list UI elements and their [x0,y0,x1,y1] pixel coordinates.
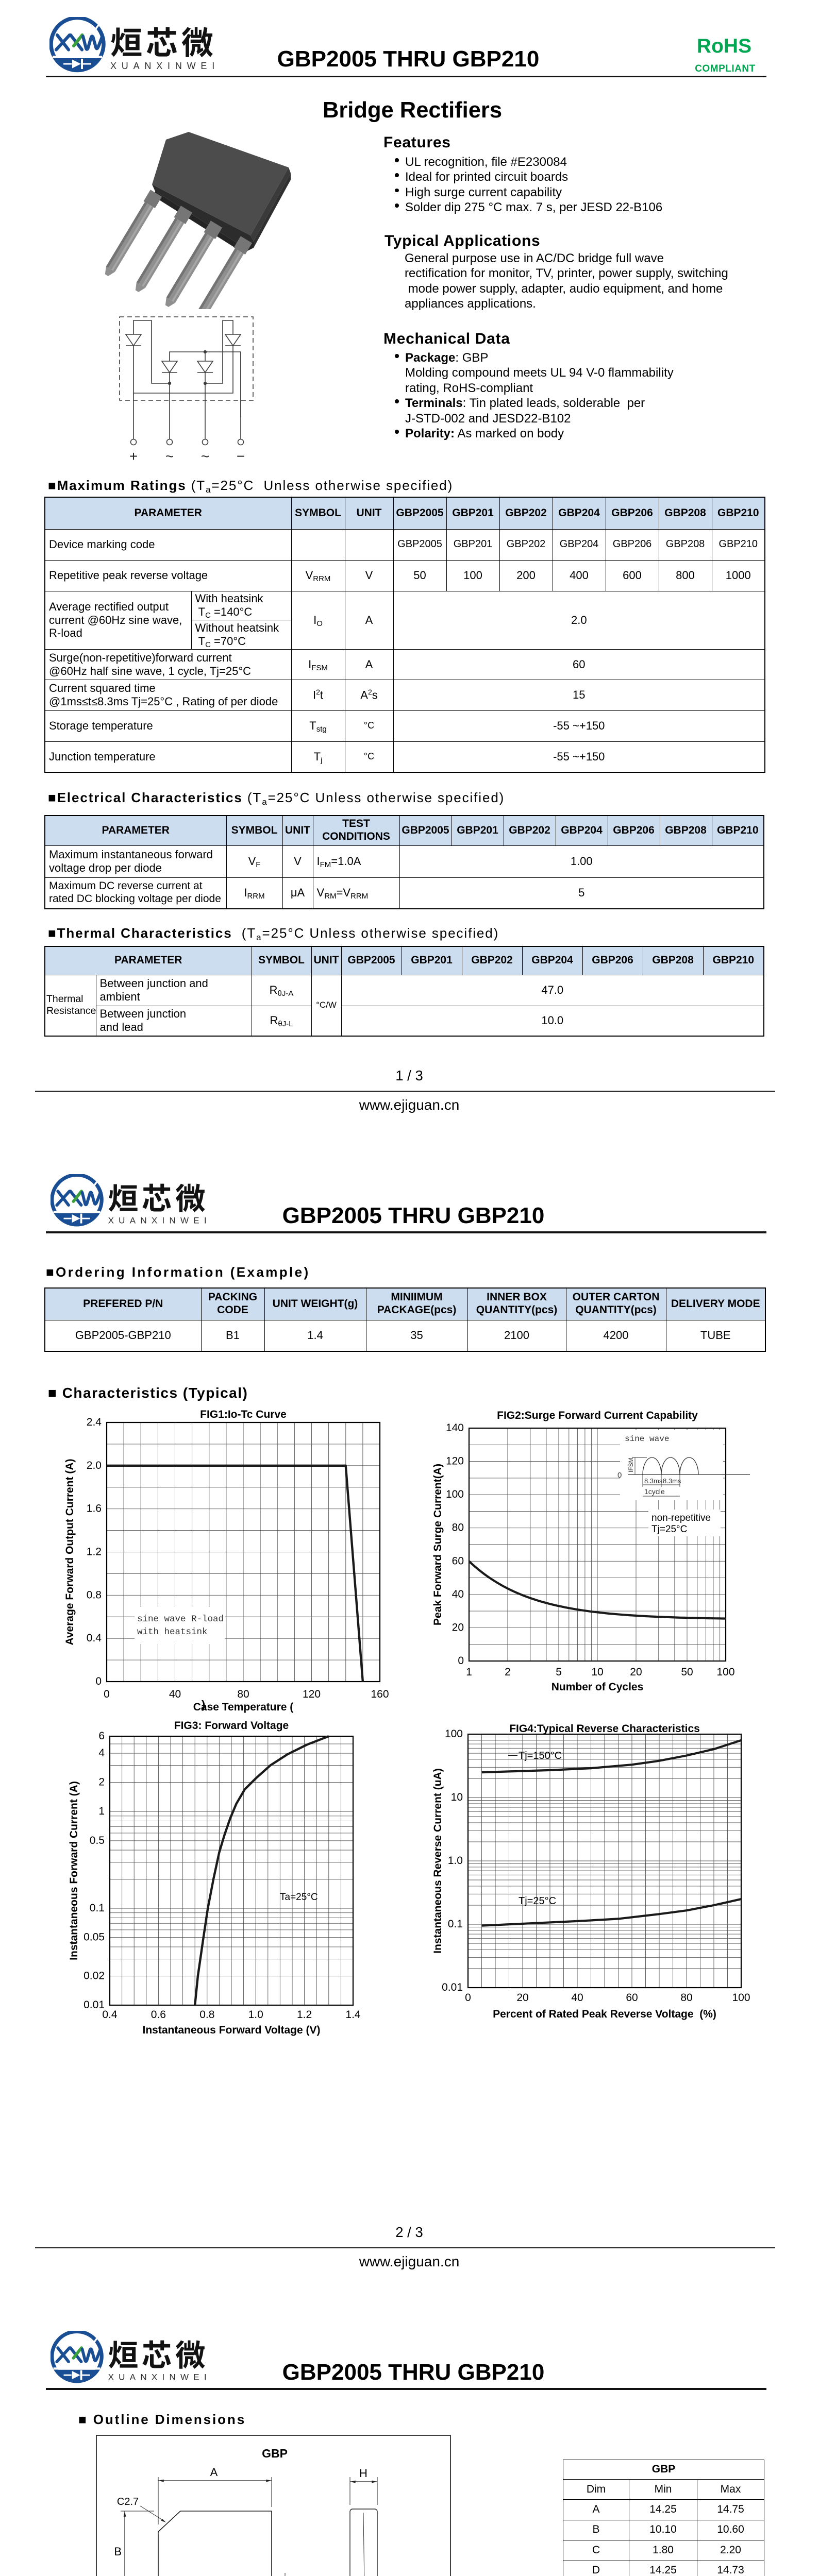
svg-text:5: 5 [556,1666,562,1678]
svg-text:40: 40 [169,1688,181,1700]
svg-text:120: 120 [446,1455,464,1467]
svg-text:8.3ms: 8.3ms [663,1477,681,1485]
svg-text:FIG4:Typical Reverse Character: FIG4:Typical Reverse Characteristics [509,1723,700,1735]
svg-text:20: 20 [630,1666,642,1678]
svg-text:0.8: 0.8 [87,1589,102,1601]
svg-text:Tj=25°C: Tj=25°C [519,1895,556,1907]
svg-text:50: 50 [681,1666,693,1678]
svg-text:Tj=25°C: Tj=25°C [651,1524,687,1535]
svg-text:IFSM: IFSM [627,1458,634,1472]
svg-text:1cycle: 1cycle [644,1487,665,1496]
svg-text:Instantaneous Forward Voltage: Instantaneous Forward Voltage (V) [143,2024,321,2036]
svg-text:0.05: 0.05 [83,1931,105,1943]
svg-text:8.3ms: 8.3ms [644,1477,663,1485]
svg-text:80: 80 [237,1688,249,1700]
svg-text:60: 60 [452,1555,464,1567]
svg-text:0: 0 [95,1675,102,1687]
svg-text:0.8: 0.8 [199,2009,214,2021]
svg-text:sine wave R-load: sine wave R-load [137,1614,224,1624]
svg-text:120: 120 [303,1688,321,1700]
svg-text:B: B [114,2545,122,2558]
svg-text:100: 100 [445,1728,463,1740]
svg-text:FIG3: Forward Voltage: FIG3: Forward Voltage [174,1720,289,1732]
svg-text:FIG1:Io-Tc Curve: FIG1:Io-Tc Curve [200,1409,287,1420]
svg-text:100: 100 [446,1488,464,1500]
svg-text:10: 10 [591,1666,603,1678]
svg-text:0.02: 0.02 [83,1970,105,1981]
svg-text:1.6: 1.6 [87,1503,102,1515]
svg-text:~: ~ [201,448,209,464]
svg-text:0: 0 [104,1688,110,1700]
svg-text:+: + [129,448,138,464]
svg-text:1.2: 1.2 [297,2009,312,2021]
svg-text:1: 1 [466,1666,472,1678]
svg-text:100: 100 [716,1666,734,1678]
svg-text:1.0: 1.0 [248,2009,263,2021]
svg-text:FIG2:Surge Forward Current Cap: FIG2:Surge Forward Current Capability [497,1410,698,1421]
svg-text:4: 4 [98,1747,105,1759]
svg-text:10: 10 [451,1791,463,1803]
svg-text:100: 100 [732,1992,750,2004]
svg-text:1.4: 1.4 [345,2009,361,2021]
svg-text:0: 0 [458,1655,464,1667]
svg-text:Instantaneous Forward Current: Instantaneous Forward Current (A) [68,1781,80,1960]
svg-text:0.4: 0.4 [87,1632,102,1644]
svg-text:80: 80 [452,1522,464,1534]
svg-text:0.6: 0.6 [151,2009,166,2021]
svg-text:1: 1 [98,1805,105,1817]
svg-text:0: 0 [617,1471,622,1480]
svg-text:0: 0 [465,1992,471,2004]
svg-text:A: A [210,2466,218,2479]
svg-text:C2.7: C2.7 [117,2496,139,2507]
svg-text:0.1: 0.1 [90,1902,105,1914]
svg-text:Ta=25°C: Ta=25°C [280,1892,318,1903]
svg-text:Peak Forward Surge Current(A): Peak Forward Surge Current(A) [432,1464,444,1625]
svg-text:0.4: 0.4 [102,2009,118,2021]
svg-text:Instantaneous Reverse Current: Instantaneous Reverse Current (uA) [432,1768,444,1953]
svg-text:Case Temperature (: Case Temperature ( [193,1701,294,1713]
svg-text:2.4: 2.4 [87,1416,102,1428]
svg-text:0.01: 0.01 [442,1981,463,1993]
svg-text:2.0: 2.0 [87,1460,102,1471]
svg-text:H: H [359,2467,367,2480]
svg-text:140: 140 [446,1422,464,1434]
svg-text:6: 6 [98,1730,105,1742]
svg-text:1.0: 1.0 [448,1855,463,1867]
svg-text:): ) [202,1698,205,1711]
svg-text:~: ~ [165,448,174,464]
svg-text:40: 40 [452,1588,464,1600]
svg-text:40: 40 [571,1992,583,2004]
svg-text:non-repetitive: non-repetitive [651,1513,711,1523]
svg-text:GBP: GBP [262,2447,288,2460]
svg-text:Percent of Rated Peak Reverse: Percent of Rated Peak Reverse Voltage (%… [493,2008,716,2020]
svg-text:Tj=150°C: Tj=150°C [519,1750,562,1761]
svg-text:60: 60 [626,1992,638,2004]
svg-text:Number of Cycles: Number of Cycles [551,1681,644,1693]
svg-text:0.1: 0.1 [448,1918,463,1930]
svg-text:sine wave: sine wave [625,1434,669,1444]
svg-text:2: 2 [505,1666,511,1678]
svg-text:1.2: 1.2 [87,1546,102,1558]
svg-text:160: 160 [371,1688,389,1700]
svg-text:20: 20 [516,1992,528,2004]
svg-text:with heatsink: with heatsink [137,1627,208,1637]
svg-text:−: − [237,448,245,464]
svg-text:Average Forward Output Current: Average Forward Output Current (A) [64,1459,76,1645]
svg-text:20: 20 [452,1621,464,1633]
svg-text:80: 80 [680,1992,692,2004]
svg-text:0.5: 0.5 [90,1835,105,1846]
svg-text:2: 2 [98,1776,105,1788]
svg-text:0.01: 0.01 [83,1999,105,2011]
